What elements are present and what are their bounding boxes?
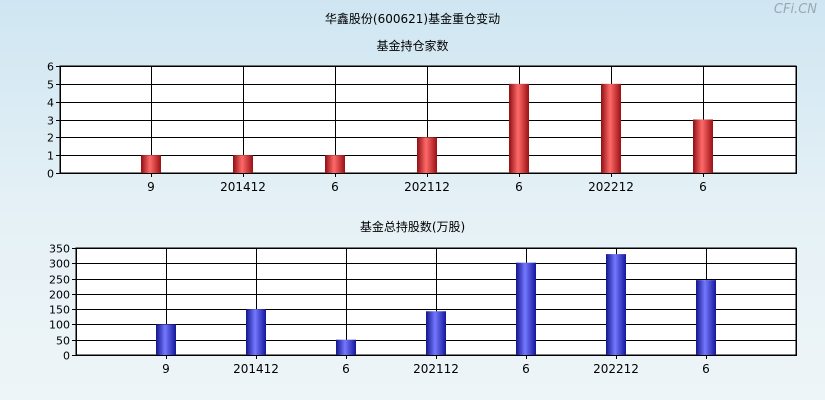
x-tick-label: 6: [699, 180, 707, 194]
bar: [509, 83, 529, 173]
y-tick-label: 200: [49, 289, 70, 302]
y-tick-label: 0: [63, 350, 70, 363]
x-tick-label: 202112: [404, 180, 450, 194]
y-tick-label: 250: [49, 274, 70, 287]
bar: [606, 254, 626, 355]
bar: [246, 309, 266, 355]
x-tick-label: 6: [342, 362, 350, 376]
x-tick-label: 9: [162, 362, 170, 376]
bar: [233, 155, 253, 173]
chart-1-title: 基金持仓家数: [376, 39, 449, 53]
bar: [325, 155, 345, 173]
watermark-logo: CFi.CN: [773, 2, 817, 17]
chart-2: 0 50 100 150 200 250 300 350 9 201412 6 202112 6 2022…: [49, 243, 797, 376]
y-tick-label: 100: [49, 319, 70, 332]
y-tick-label: 50: [56, 335, 70, 348]
plot-border: [60, 66, 797, 174]
x-tick-label: 6: [702, 362, 710, 376]
bar: [601, 83, 621, 173]
y-tick-label: 350: [49, 243, 70, 256]
y-tick-label: 2: [47, 132, 54, 145]
bar: [141, 155, 161, 173]
x-tick-label: 202212: [593, 362, 639, 376]
y-tick-label: 0: [47, 168, 54, 181]
x-tick-label: 6: [331, 180, 339, 194]
bar: [693, 119, 713, 173]
y-tick-label: 3: [47, 115, 54, 128]
bar: [156, 324, 176, 355]
chart-1: 0 1 2 3 4 5 6 9 201412 6 202112 6 202212 6: [47, 61, 797, 194]
y-tick-label: 4: [47, 97, 54, 110]
plot-border: [76, 248, 797, 356]
bar: [336, 339, 356, 355]
x-tick-label: 202112: [413, 362, 459, 376]
chart-2-title: 基金总持股数(万股): [359, 220, 466, 234]
y-tick-label: 1: [47, 150, 54, 163]
bar: [426, 311, 446, 355]
y-tick-label: 5: [47, 79, 54, 92]
y-tick-label: 6: [47, 61, 54, 74]
y-tick-label: 300: [49, 258, 70, 271]
page-title: 华鑫股份(600621)基金重仓变动: [324, 12, 501, 26]
y-tick-label: 150: [49, 304, 70, 317]
x-tick-label: 6: [515, 180, 523, 194]
bar: [516, 262, 536, 355]
bar: [696, 280, 716, 355]
x-tick-label: 9: [147, 180, 155, 194]
x-tick-label: 201412: [220, 180, 266, 194]
x-tick-label: 201412: [233, 362, 279, 376]
x-tick-label: 202212: [588, 180, 634, 194]
bar: [417, 137, 437, 173]
x-tick-label: 6: [522, 362, 530, 376]
